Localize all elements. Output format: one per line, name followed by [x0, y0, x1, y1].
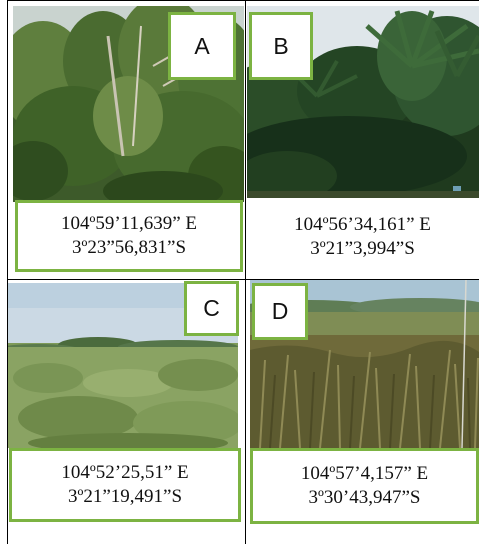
panel-a-coordinates: 104º59’11,639” E 3º23”56,831”S — [15, 200, 243, 272]
grid-line-left — [7, 0, 8, 544]
panel-c: C 104º52’25,51” E 3º21”19,491”S — [8, 280, 245, 544]
panel-a-longitude: 104º59’11,639” E — [60, 213, 198, 234]
grid-line-center — [7, 279, 479, 280]
panel-a: A 104º59’11,639” E 3º23”56,831”S — [8, 1, 245, 279]
panel-d-longitude: 104º57’4,157” E — [300, 463, 429, 484]
panel-b-letter-label: B — [249, 12, 313, 80]
grid-line-middle — [245, 0, 246, 544]
panel-a-letter-label: A — [168, 12, 236, 80]
panel-d: D 104º57’4,157” E 3º30’43,947”S — [246, 280, 479, 544]
panel-b-latitude: 3º21”3,994”S — [310, 237, 415, 259]
panel-c-longitude: 104º52’25,51” E — [61, 462, 189, 483]
panel-b: B 104º56’34,161” E 3º21”3,994”S — [246, 1, 479, 279]
panel-d-letter-label: D — [252, 283, 308, 340]
photo-b-palm-grove — [247, 6, 479, 198]
panel-b-longitude: 104º56’34,161” E — [294, 213, 431, 235]
panel-a-latitude: 3º23”56,831”S — [71, 237, 187, 258]
panel-d-latitude: 3º30’43,947”S — [308, 487, 421, 508]
photo-d-reed-swamp — [250, 280, 479, 448]
panel-c-coordinates: 104º52’25,51” E 3º21”19,491”S — [9, 448, 241, 522]
panel-c-letter-label: C — [184, 281, 239, 336]
panel-b-coordinates: 104º56’34,161” E 3º21”3,994”S — [246, 198, 479, 275]
panel-d-coordinates: 104º57’4,157” E 3º30’43,947”S — [250, 448, 479, 524]
grid-line-top — [7, 0, 479, 1]
panel-c-latitude: 3º21”19,491”S — [67, 486, 183, 507]
